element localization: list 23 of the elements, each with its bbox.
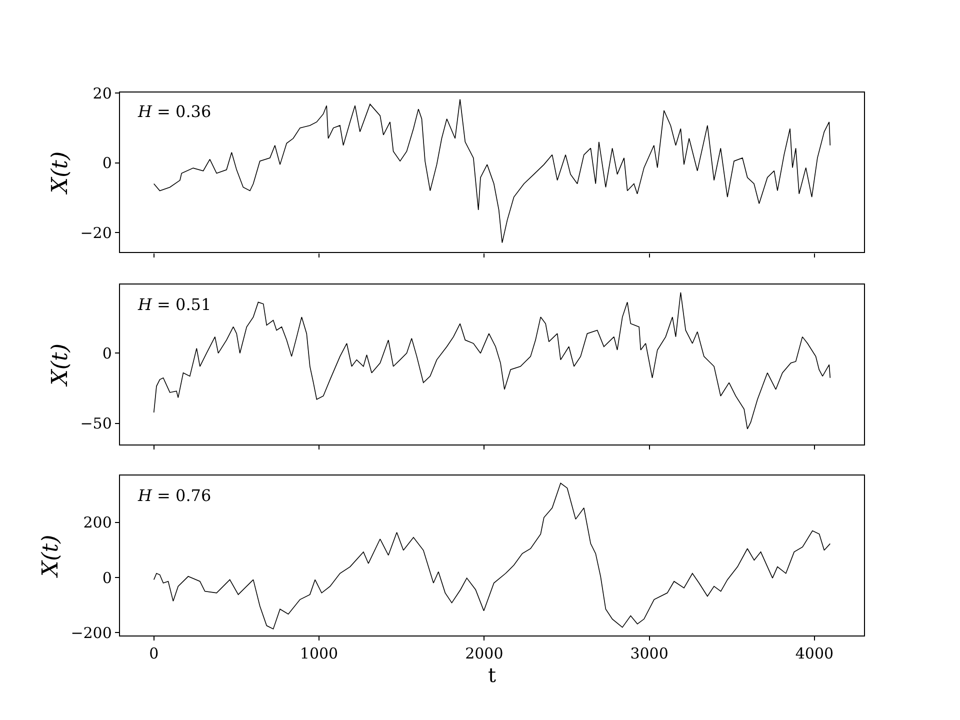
y-tick-label: −20 — [80, 224, 112, 242]
y-tick-label: 200 — [83, 514, 112, 532]
y-tick-label: 0 — [102, 344, 112, 362]
x-tick-label: 4000 — [795, 644, 834, 663]
x-tick-label: 1000 — [300, 644, 338, 663]
line-series — [153, 482, 831, 630]
x-axis-title: t — [488, 663, 496, 688]
y-tick-label: 0 — [102, 568, 112, 587]
y-axis-title: X(t) — [38, 534, 64, 578]
y-tick-label: 20 — [92, 84, 112, 102]
y-axis-title: X(t) — [48, 151, 74, 196]
annotation: H = 0.51 — [137, 295, 212, 314]
annotation: H = 0.36 — [137, 102, 212, 121]
annotation: H = 0.76 — [137, 486, 212, 505]
x-tick-label: 3000 — [630, 644, 668, 663]
y-tick-label: −200 — [70, 624, 112, 642]
y-tick-label: 0 — [102, 154, 112, 172]
y-axis-title: X(t) — [48, 344, 74, 388]
line-series — [153, 98, 831, 244]
line-series — [153, 292, 831, 430]
x-tick-label: 2000 — [465, 644, 504, 663]
x-tick-label: 0 — [149, 644, 159, 663]
y-tick-label: −50 — [80, 414, 112, 433]
